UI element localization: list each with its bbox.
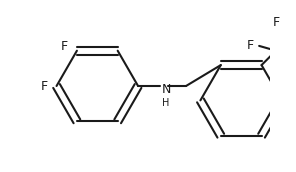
Text: F: F (61, 40, 68, 53)
Text: H: H (162, 98, 169, 108)
Text: N: N (162, 83, 171, 96)
Text: F: F (246, 39, 253, 52)
Text: F: F (272, 16, 279, 29)
Text: F: F (41, 79, 48, 93)
